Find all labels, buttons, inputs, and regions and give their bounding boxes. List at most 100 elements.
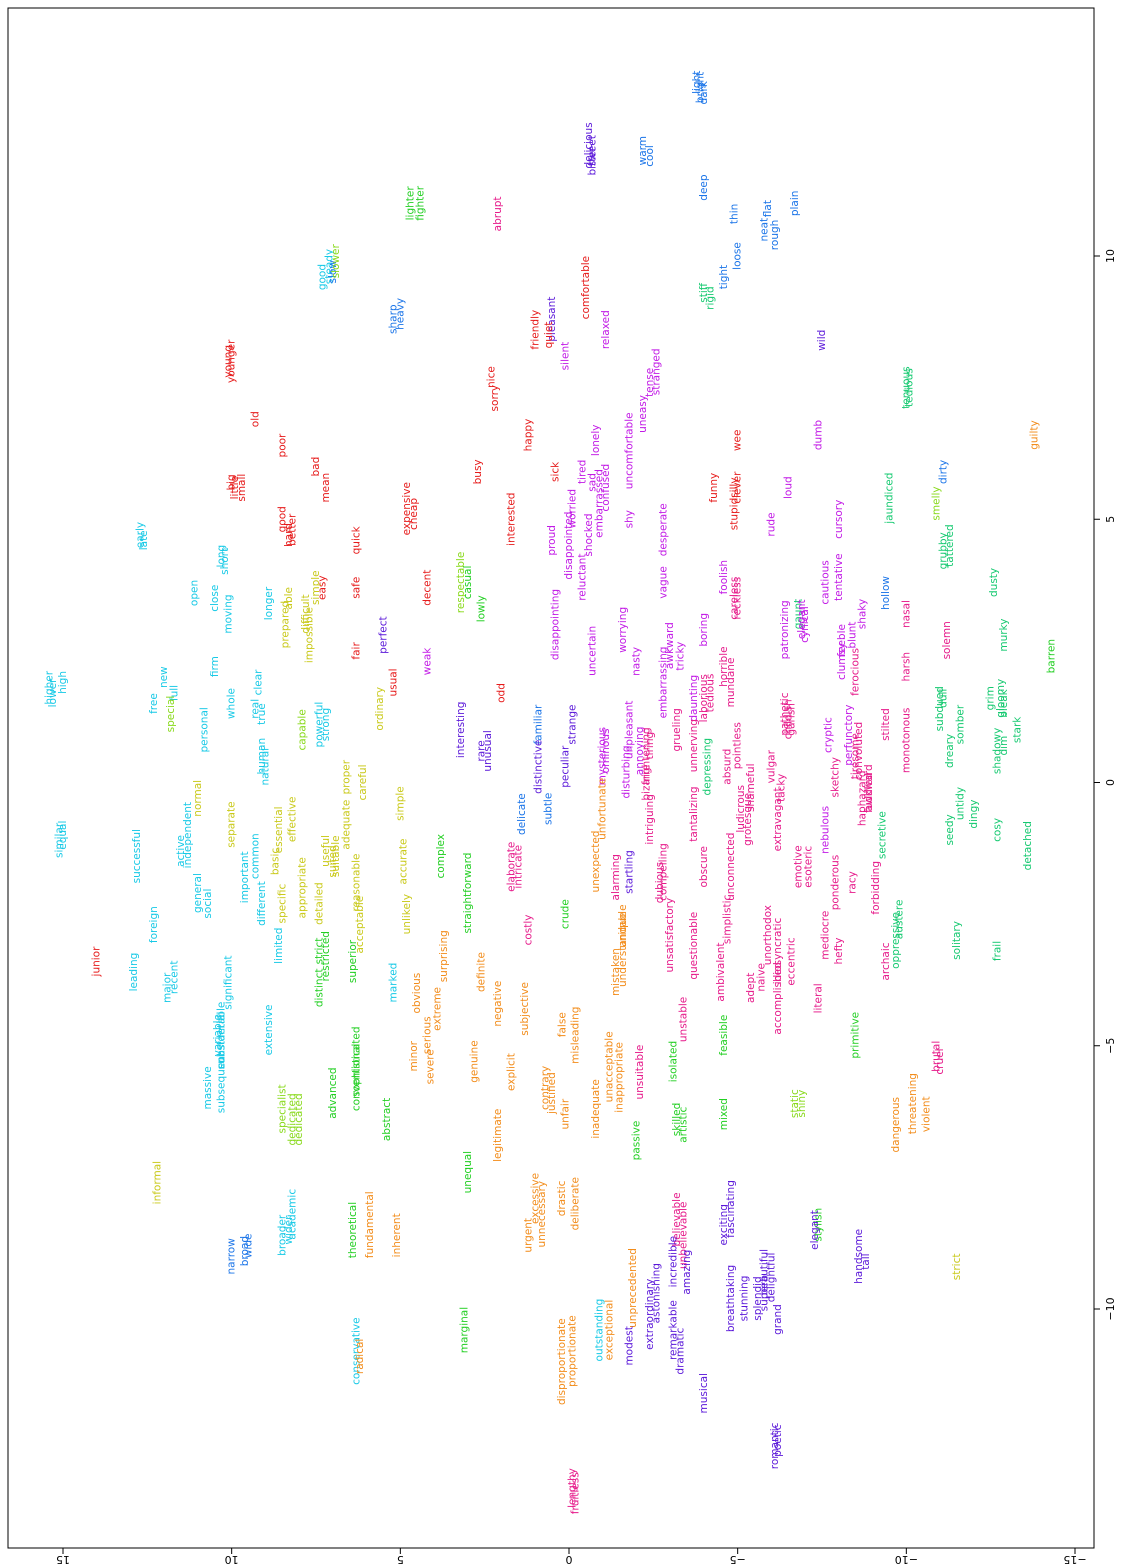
word-label: superb — [759, 1275, 771, 1312]
word-label: dangerous — [890, 1097, 902, 1153]
word-label: better — [286, 513, 298, 546]
y-axis-tick-label: −10 — [1104, 1297, 1117, 1320]
word-label: dreary — [944, 734, 956, 768]
word-label: uncertain — [587, 626, 599, 676]
word-label: accomplished — [772, 962, 784, 1034]
word-label: accurate — [398, 838, 410, 884]
word-label: steady — [323, 249, 335, 284]
word-label: gaunt — [792, 599, 804, 630]
word-label: casual — [462, 566, 474, 600]
word-label: abstract — [381, 1098, 393, 1141]
word-label: rare — [475, 740, 487, 761]
word-label: marginal — [458, 1307, 470, 1353]
word-label: understandable — [617, 904, 629, 987]
word-label: sketchy — [829, 757, 841, 797]
word-label: strange — [566, 705, 578, 745]
y-axis-tick-label: 0 — [1104, 779, 1117, 786]
word-label: common — [249, 833, 261, 879]
word-label: unbelievable — [678, 1202, 690, 1269]
word-label: clumsy — [836, 643, 848, 680]
word-label: cheap — [408, 498, 420, 530]
word-label: able — [283, 587, 295, 609]
word-label: genuine — [469, 1040, 481, 1082]
word-label: extravagant — [772, 787, 784, 851]
word-label: austere — [894, 900, 906, 940]
word-label: barren — [1045, 639, 1057, 673]
word-label: active — [175, 835, 187, 867]
word-label: rough — [769, 220, 781, 251]
word-label: appropriate — [297, 857, 309, 918]
y-axis-tick-label: 10 — [1104, 249, 1117, 263]
word-label: urgent — [523, 1218, 535, 1253]
word-label: brutal — [931, 1041, 943, 1072]
word-label: unique — [617, 912, 629, 948]
word-label: gloomy — [995, 679, 1007, 718]
word-label: thin — [728, 204, 740, 224]
word-label: subdued — [934, 686, 946, 731]
word-label: amazing — [681, 1250, 693, 1295]
word-label: justified — [546, 1072, 558, 1115]
word-label: simplistic — [722, 894, 734, 944]
word-label: beautiful — [759, 1249, 771, 1296]
word-label: prepared — [280, 601, 292, 649]
word-label: feeble — [836, 624, 848, 657]
word-label: tantalizing — [688, 786, 700, 841]
word-label: elaborate — [506, 842, 518, 892]
word-label: simple — [310, 570, 322, 605]
word-label: friendly — [529, 310, 541, 350]
word-label: effective — [286, 797, 298, 843]
word-label: true — [256, 703, 268, 725]
word-label: cursory — [833, 500, 845, 539]
word-label: mysterious — [597, 727, 609, 785]
word-label: contrary — [539, 1066, 551, 1110]
word-label: astonishing — [651, 1263, 663, 1323]
word-label: confused — [600, 464, 612, 512]
word-label: depressing — [701, 738, 713, 796]
word-label: fundamental — [364, 1191, 376, 1258]
word-label: lengthy — [566, 1468, 578, 1508]
word-label: breathtaking — [725, 1265, 737, 1332]
word-label: easy — [317, 575, 329, 600]
word-label: hollow — [880, 576, 892, 610]
word-label: pointless — [732, 722, 744, 769]
word-label: static — [789, 1089, 801, 1118]
word-label: proper — [340, 759, 352, 794]
word-label: simple — [394, 786, 406, 821]
word-label: high — [57, 671, 69, 694]
word-label: vulgar — [765, 749, 777, 783]
word-label: lighter — [404, 186, 416, 221]
word-label: startling — [624, 850, 636, 894]
word-label: real — [249, 699, 261, 719]
word-label: remarkable — [668, 1300, 680, 1360]
word-label: wild — [816, 330, 828, 351]
word-label: whole — [226, 688, 238, 719]
word-label: higher — [44, 670, 56, 704]
word-label: little — [229, 476, 241, 499]
word-label: busy — [472, 459, 484, 484]
word-label: definite — [475, 952, 487, 992]
word-label: outstanding — [593, 1299, 605, 1362]
word-label: short — [219, 548, 231, 575]
word-label: costly — [523, 914, 535, 945]
word-label: cosy — [991, 818, 1003, 842]
word-label: late — [138, 530, 150, 550]
word-label: perfect — [377, 616, 389, 654]
word-label: small — [236, 474, 248, 502]
word-label: boring — [698, 613, 710, 647]
word-label: shaky — [856, 599, 868, 629]
word-label: special — [165, 696, 177, 733]
word-label: grotesque — [742, 793, 754, 846]
word-label: silly — [728, 477, 740, 497]
word-label: careless — [728, 577, 740, 620]
word-label: worried — [566, 489, 578, 529]
x-axis-tick-label: −10 — [895, 1553, 918, 1566]
word-label: embarrassing — [657, 647, 669, 719]
word-label: frightening — [641, 727, 653, 785]
word-label: shiny — [796, 1090, 808, 1118]
word-label: adept — [745, 973, 757, 1003]
word-label: daunting — [688, 675, 700, 722]
word-label: loose — [732, 242, 744, 270]
word-label: light — [691, 71, 703, 94]
word-label: broader — [276, 1214, 288, 1256]
